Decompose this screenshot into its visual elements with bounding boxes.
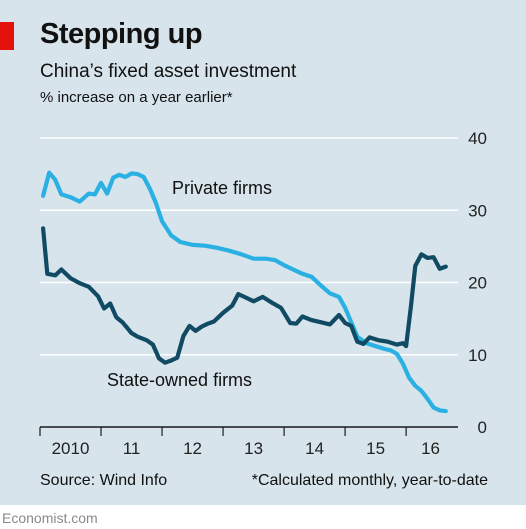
x-tick-label-2010: 2010 <box>52 439 90 458</box>
line-chart: 0 10 20 30 40 2010 11 12 13 14 15 16 Private firms … <box>39 129 487 458</box>
series-label-state-owned-firms: State-owned firms <box>107 370 252 390</box>
chart-title: Stepping up <box>40 18 203 50</box>
y-tick-label-20: 20 <box>468 274 487 293</box>
series-line-state-owned-firms <box>41 226 448 365</box>
brand-watermark: Economist.com <box>2 510 98 526</box>
x-tick-label-11: 11 <box>123 439 141 458</box>
y-tick-label-40: 40 <box>468 129 487 148</box>
chart-unit-label: % increase on a year earlier* <box>40 89 233 106</box>
y-tick-label-10: 10 <box>468 346 487 365</box>
footnote: *Calculated monthly, year-to-date <box>251 472 488 489</box>
x-tick-label-16: 16 <box>421 439 440 458</box>
chart-panel: Stepping up China’s fixed asset investme… <box>0 0 526 505</box>
x-tick-label-14: 14 <box>305 439 324 458</box>
y-tick-label-0: 0 <box>478 418 487 437</box>
series-layer <box>41 170 448 414</box>
source-note: Source: Wind Info <box>40 472 168 489</box>
x-tick-label-13: 13 <box>244 439 263 458</box>
series-label-private-firms: Private firms <box>172 178 272 198</box>
y-tick-label-30: 30 <box>468 201 487 220</box>
axis-layer: 0 10 20 30 40 2010 11 12 13 14 15 16 <box>39 129 487 458</box>
label-layer: Private firms State-owned firms <box>107 178 272 390</box>
grid-layer <box>40 137 458 356</box>
x-tick-label-12: 12 <box>183 439 202 458</box>
chart-subtitle: China’s fixed asset investment <box>40 61 297 82</box>
series-line-private-firms <box>41 170 448 414</box>
x-tick-label-15: 15 <box>366 439 385 458</box>
brand-red-tag <box>0 22 14 50</box>
